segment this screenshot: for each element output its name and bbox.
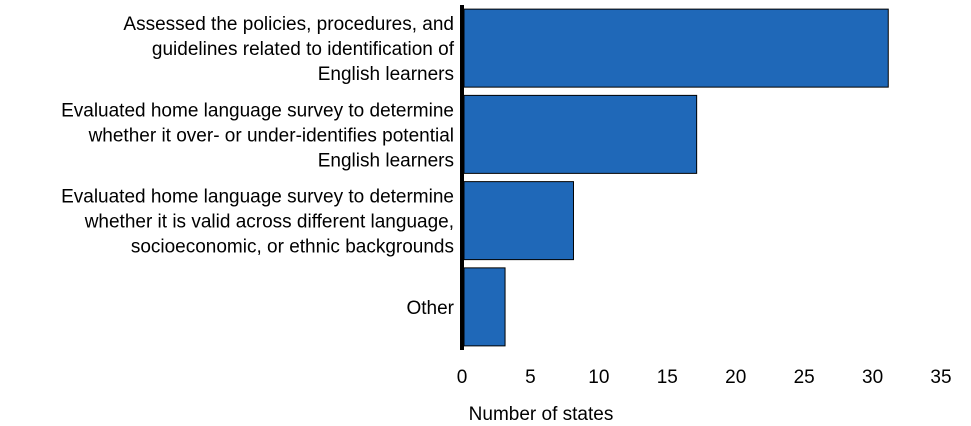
x-tick-label: 25: [794, 367, 815, 388]
category-labels-group: Assessed the policies, procedures, and gu…: [61, 14, 455, 319]
bar-1: [463, 8, 889, 88]
bar-4: [463, 267, 506, 347]
category-label-3: Evaluated home language survey to determ…: [61, 187, 454, 258]
category-label-line: socioeconomic, or ethnic backgrounds: [131, 237, 454, 258]
x-tick-labels-group: 0 5 10 15 20 25 30 35: [457, 367, 952, 388]
category-label-4: Other: [406, 298, 454, 319]
x-axis-title: Number of states: [469, 404, 614, 425]
category-label-line: Evaluated home language survey to determ…: [61, 187, 454, 208]
category-label-line: English learners: [318, 64, 454, 85]
x-tick-label: 5: [525, 367, 536, 388]
category-label-line: Other: [406, 298, 454, 319]
category-label-2: Evaluated home language survey to determ…: [61, 100, 454, 171]
category-label-line: English learners: [318, 150, 454, 171]
x-tick-label: 0: [457, 367, 468, 388]
bar-2: [463, 94, 698, 174]
x-tick-label: 15: [657, 367, 678, 388]
category-label-line: Assessed the policies, procedures, and: [123, 14, 454, 35]
x-tick-label: 10: [588, 367, 609, 388]
x-tick-label: 20: [725, 367, 746, 388]
category-label-line: whether it over- or under-identifies pot…: [88, 125, 454, 146]
x-tick-label: 30: [862, 367, 883, 388]
category-label-line: Evaluated home language survey to determ…: [61, 100, 454, 121]
x-tick-label: 35: [930, 367, 951, 388]
bar-3: [463, 181, 574, 261]
category-label-1: Assessed the policies, procedures, and gu…: [123, 14, 454, 85]
category-label-line: whether it is valid across different lan…: [84, 212, 454, 233]
bars-group: [463, 8, 889, 347]
category-label-line: guidelines related to identification of: [152, 39, 455, 60]
